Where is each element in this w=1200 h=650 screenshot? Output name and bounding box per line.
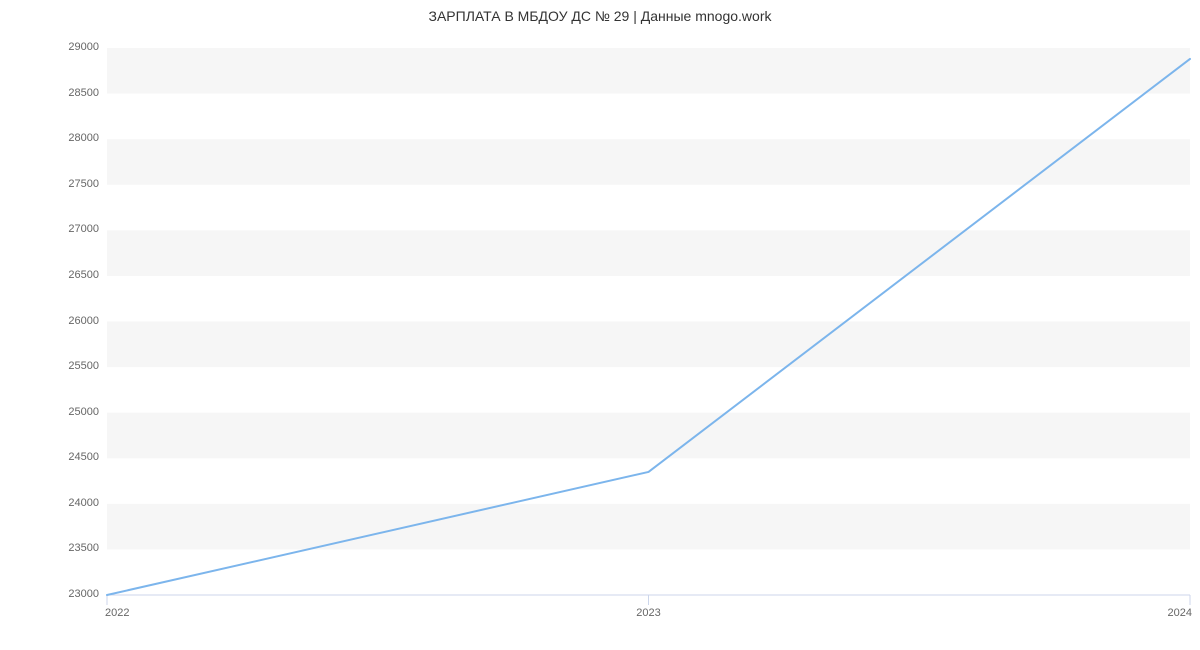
x-tick-label: 2024	[1132, 607, 1192, 619]
y-tick-label: 23000	[39, 588, 99, 600]
y-tick-label: 26500	[39, 269, 99, 281]
y-tick-label: 24500	[39, 451, 99, 463]
y-tick-label: 29000	[39, 41, 99, 53]
y-tick-label: 25500	[39, 360, 99, 372]
y-tick-label: 23500	[39, 542, 99, 554]
y-tick-label: 26000	[39, 315, 99, 327]
axis-labels-layer: 23000 23500 24000 24500 25000 25500 26000 26500…	[0, 0, 1200, 650]
salary-line-chart: ЗАРПЛАТА В МБДОУ ДС № 29 | Данные mnogo.…	[0, 0, 1200, 650]
x-tick-label: 2023	[619, 607, 679, 619]
y-tick-label: 25000	[39, 406, 99, 418]
y-tick-label: 28500	[39, 87, 99, 99]
y-tick-label: 24000	[39, 497, 99, 509]
y-tick-label: 27000	[39, 223, 99, 235]
y-tick-label: 28000	[39, 132, 99, 144]
y-tick-label: 27500	[39, 178, 99, 190]
x-tick-label: 2022	[105, 607, 165, 619]
